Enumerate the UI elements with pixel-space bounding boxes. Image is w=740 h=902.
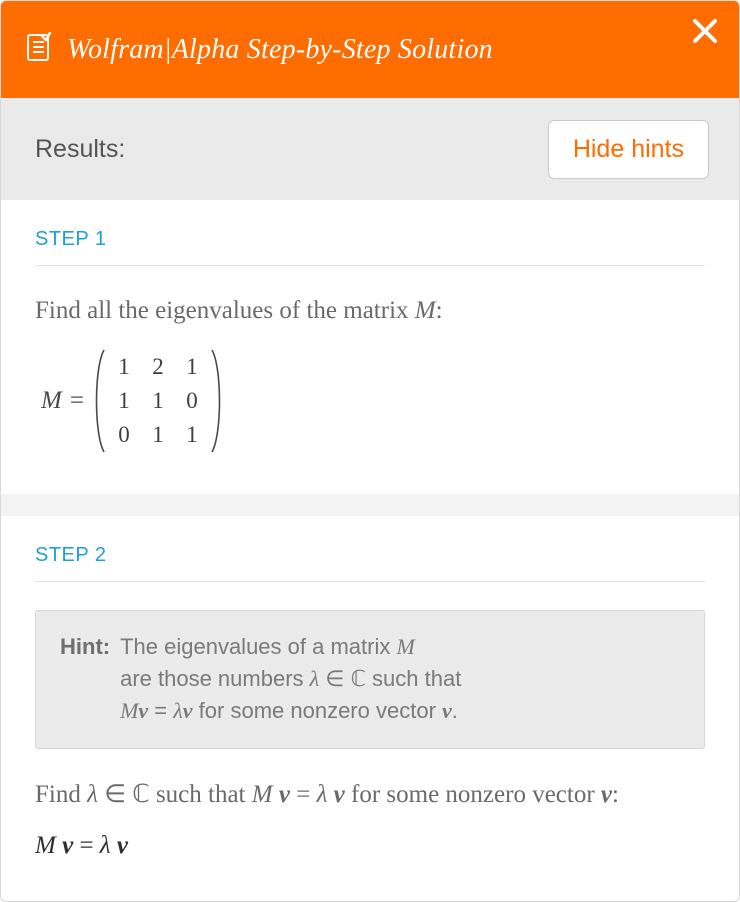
eq-eq: = <box>73 832 100 859</box>
m-2-2: 1 <box>178 418 206 452</box>
titlebar-title: Wolfram|Alpha Step-by-Step Solution <box>67 34 493 66</box>
hint-l1a: The eigenvalues of a matrix <box>120 634 396 659</box>
step-2: STEP 2 Hint: The eigenvalues of a matrix… <box>35 516 705 861</box>
hint-dot: . <box>452 698 458 723</box>
m-1-0: 1 <box>110 384 138 418</box>
hint-v1: v <box>138 698 148 723</box>
f-lam2: λ <box>317 781 328 808</box>
step-1: STEP 1 Find all the eigenvalues of the m… <box>35 200 705 454</box>
matrix-grid: 1 2 1 1 1 0 0 1 1 <box>106 348 210 454</box>
prompt-suffix: : <box>436 297 443 324</box>
matrix: 1 2 1 1 1 0 0 1 1 <box>92 348 224 454</box>
hint-l2b: such that <box>366 666 461 691</box>
matrix-equation: M = 1 2 1 1 1 0 0 1 1 <box>35 348 705 454</box>
f-b: such that <box>150 781 252 808</box>
step-rule <box>35 581 705 582</box>
eq-sign: = <box>70 387 84 415</box>
step-2-find: Find λ ∈ ℂ such that M v = λ v for some … <box>35 777 705 812</box>
results-label: Results: <box>35 135 125 164</box>
hint-l2a: are those numbers <box>120 666 310 691</box>
f-in: ∈ <box>98 781 132 808</box>
matrix-lhs: M <box>41 387 62 415</box>
f-lam: λ <box>87 781 98 808</box>
step-rule <box>35 265 705 266</box>
close-icon[interactable] <box>691 17 719 50</box>
step-by-step-modal: Wolfram|Alpha Step-by-Step Solution Resu… <box>0 0 740 902</box>
step-1-label: STEP 1 <box>35 228 705 251</box>
m-2-0: 0 <box>110 418 138 452</box>
f-eq: = <box>290 781 317 808</box>
m-1-1: 1 <box>144 384 172 418</box>
hint-M2: M <box>120 698 138 723</box>
right-paren-icon <box>210 348 224 454</box>
eq-v1: v <box>62 832 73 859</box>
hint-box: Hint: The eigenvalues of a matrix M are … <box>35 610 705 750</box>
hint-C: ℂ <box>351 666 366 691</box>
titlebar: Wolfram|Alpha Step-by-Step Solution <box>1 1 739 98</box>
f-v2: v <box>334 781 345 808</box>
hint-body: The eigenvalues of a matrix M are those … <box>120 631 461 727</box>
hint-v3: v <box>442 698 452 723</box>
hint-lam2: λ <box>173 698 183 723</box>
m-0-0: 1 <box>110 350 138 384</box>
prompt-var: M <box>415 297 436 324</box>
content: STEP 1 Find all the eigenvalues of the m… <box>1 200 739 860</box>
section-gap <box>1 494 739 516</box>
f-M: M <box>252 781 273 808</box>
hint-rest: for some nonzero vector <box>193 698 442 723</box>
hide-hints-button[interactable]: Hide hints <box>548 120 709 179</box>
results-bar: Results: Hide hints <box>1 98 739 200</box>
hint-lam: λ <box>310 666 320 691</box>
hint-eq: = <box>148 698 173 723</box>
f-colon: : <box>612 781 619 808</box>
f-rest: for some nonzero vector <box>345 781 601 808</box>
step-2-label: STEP 2 <box>35 544 705 567</box>
f-v3: v <box>601 781 612 808</box>
f-v1: v <box>279 781 290 808</box>
f-C: ℂ <box>132 781 149 808</box>
prompt-prefix: Find all the eigenvalues of the matrix <box>35 297 415 324</box>
m-0-1: 2 <box>144 350 172 384</box>
left-paren-icon <box>92 348 106 454</box>
step-2-equation: M v = λ v <box>35 832 705 860</box>
m-0-2: 1 <box>178 350 206 384</box>
eq-M: M <box>35 832 56 859</box>
hint-M: M <box>396 634 414 659</box>
eq-lam: λ <box>100 832 111 859</box>
eq-v2: v <box>117 832 128 859</box>
hint-in: ∈ <box>319 666 350 691</box>
hint-v2: v <box>183 698 193 723</box>
m-1-2: 0 <box>178 384 206 418</box>
hint-label: Hint: <box>60 631 110 727</box>
f-a: Find <box>35 781 87 808</box>
checklist-icon <box>25 32 53 67</box>
step-1-prompt: Find all the eigenvalues of the matrix M… <box>35 294 705 328</box>
m-2-1: 1 <box>144 418 172 452</box>
